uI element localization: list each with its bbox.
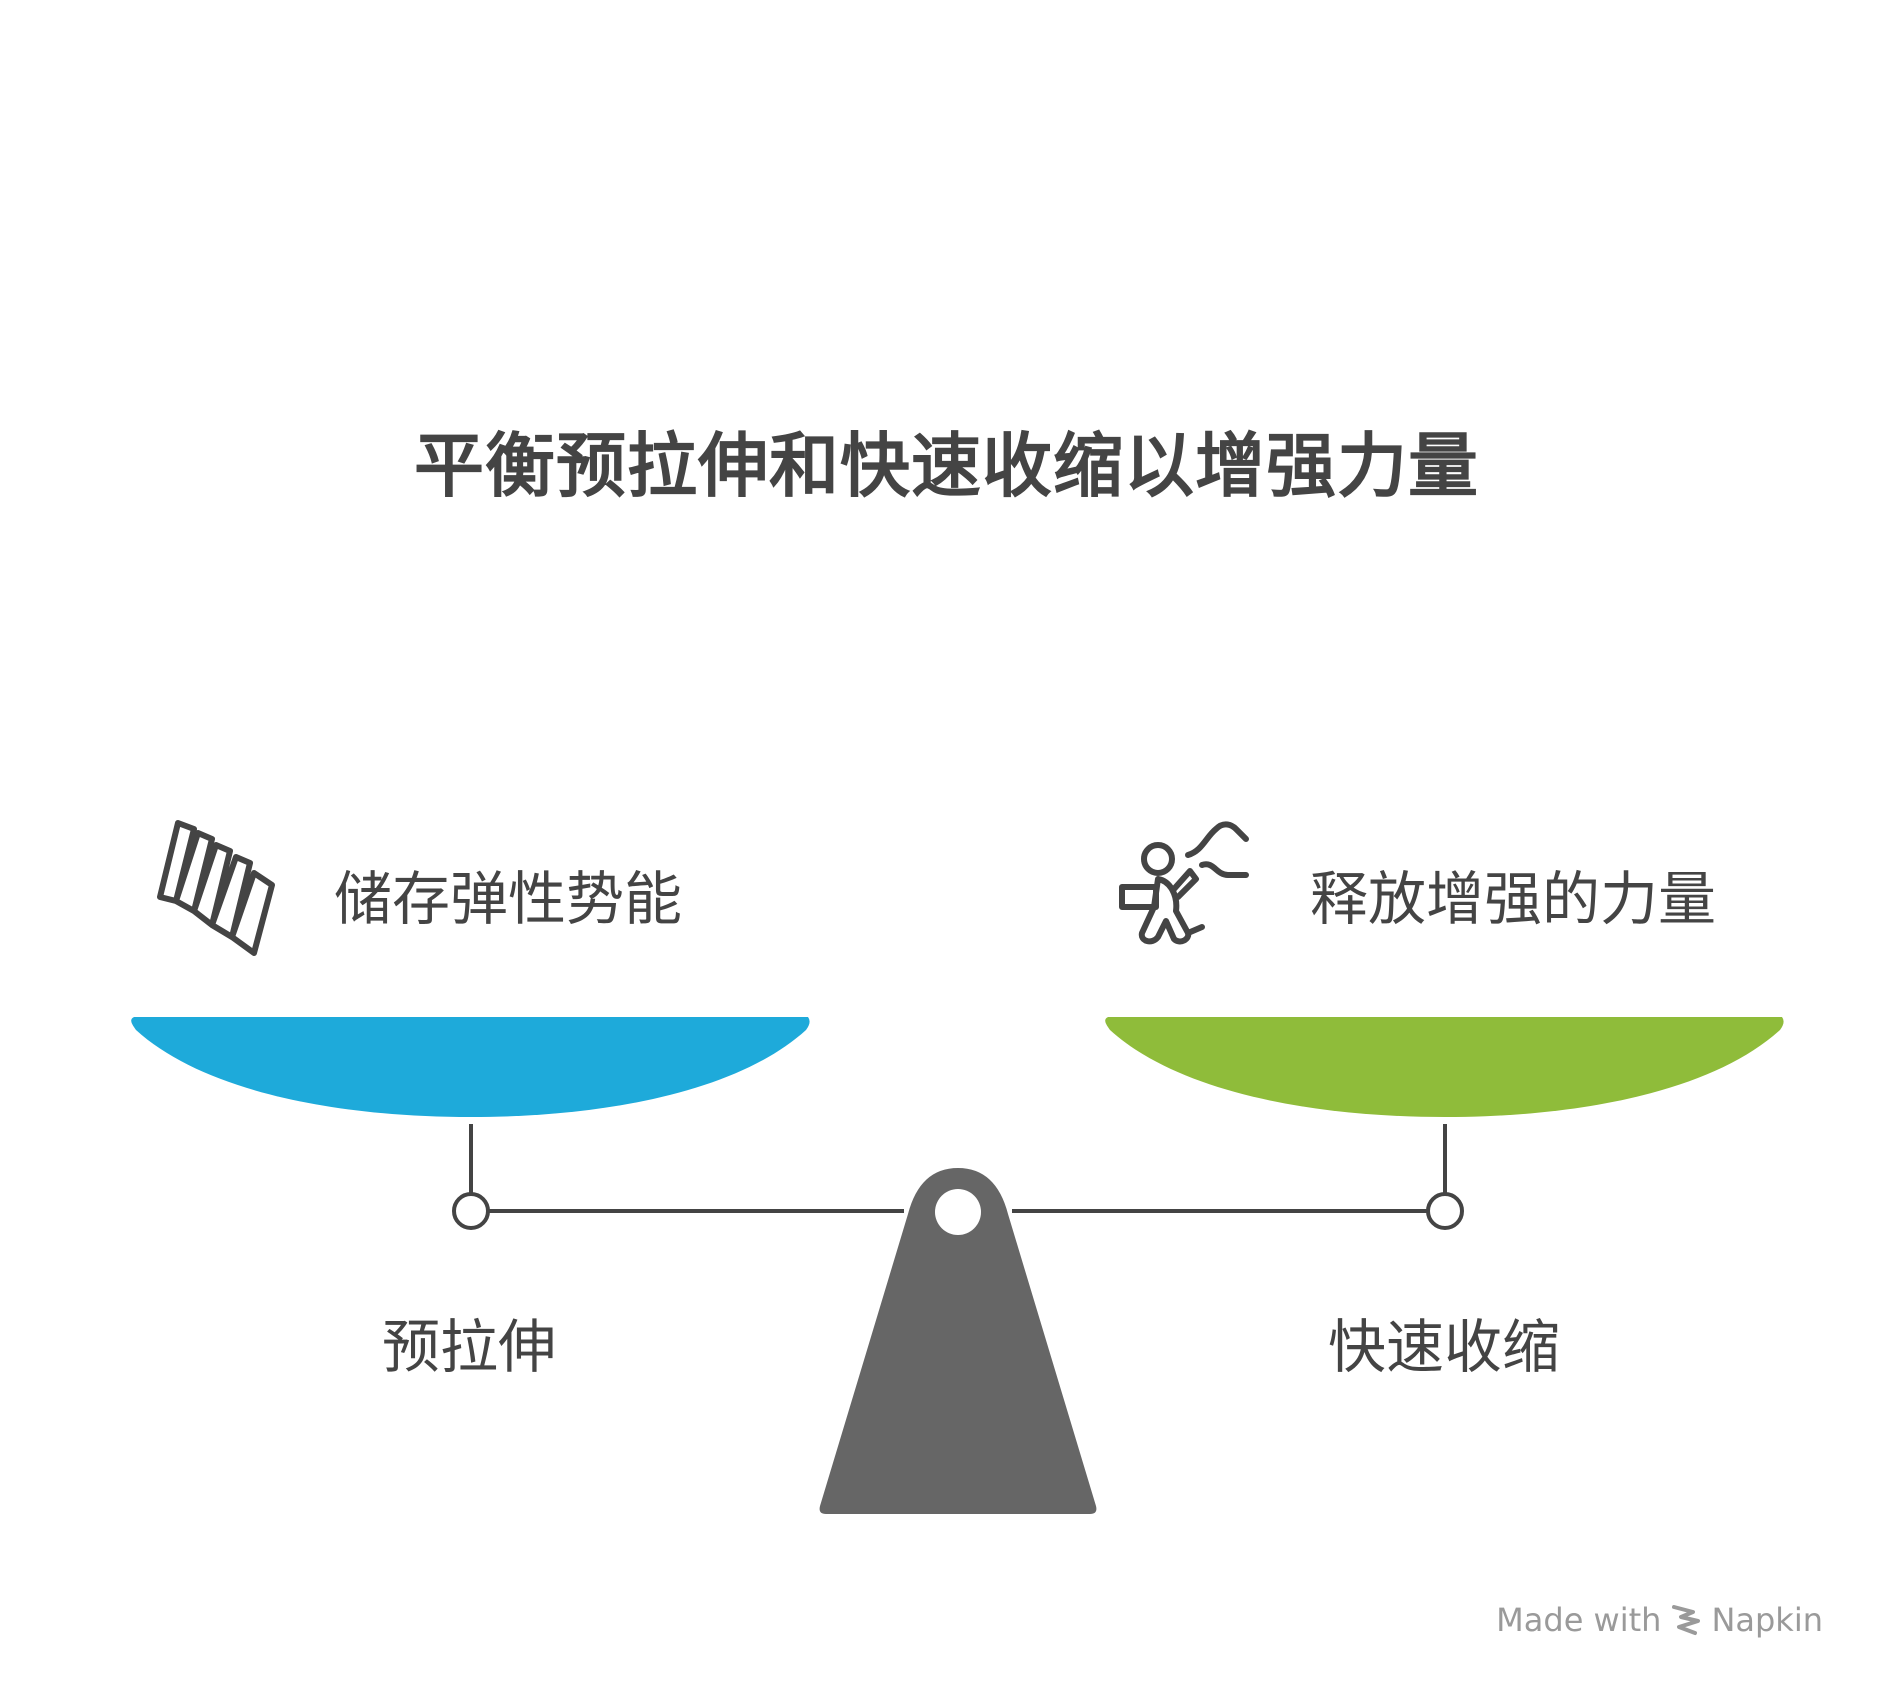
left-bottom-label: 预拉伸	[382, 1313, 557, 1381]
left-pivot	[452, 1192, 490, 1230]
right-pan	[1105, 1017, 1784, 1117]
fulcrum-hole	[935, 1189, 981, 1235]
diagram-title: 平衡预拉伸和快速收缩以增强力量	[414, 425, 1479, 507]
left-top-label: 储存弹性势能	[334, 865, 683, 933]
spring-icon	[157, 820, 275, 956]
made-with-text: Made with	[1496, 1601, 1662, 1639]
person-carrying-box-icon	[1119, 821, 1249, 945]
napkin-logo-icon	[1672, 1605, 1701, 1635]
made-with-napkin-footer[interactable]: Made with Napkin	[1496, 1601, 1823, 1639]
napkin-brand-text: Napkin	[1711, 1601, 1823, 1639]
left-pan	[131, 1017, 810, 1117]
right-pivot	[1426, 1192, 1464, 1230]
fulcrum	[819, 1168, 1097, 1514]
right-top-label: 释放增强的力量	[1310, 865, 1717, 933]
right-bottom-label: 快速收缩	[1328, 1313, 1561, 1381]
